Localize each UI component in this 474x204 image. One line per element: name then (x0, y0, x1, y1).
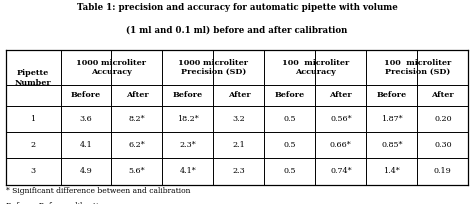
Text: 2.1: 2.1 (233, 141, 245, 149)
Text: 4.9: 4.9 (80, 167, 92, 175)
Text: 1: 1 (30, 115, 36, 123)
Text: 0.56*: 0.56* (330, 115, 352, 123)
Text: 1000 microliter
Accuracy: 1000 microliter Accuracy (76, 59, 146, 76)
Text: Before: Before (71, 91, 101, 99)
Text: 3: 3 (30, 167, 36, 175)
Text: 0.85*: 0.85* (381, 141, 402, 149)
Text: 100  microliter
Accuracy: 100 microliter Accuracy (282, 59, 349, 76)
Text: 0.5: 0.5 (283, 167, 296, 175)
Text: 0.19: 0.19 (434, 167, 452, 175)
Text: 1.4*: 1.4* (383, 167, 400, 175)
Text: Pipette
Number: Pipette Number (15, 69, 51, 86)
Text: 4.1*: 4.1* (180, 167, 196, 175)
Text: 0.5: 0.5 (283, 115, 296, 123)
Text: After: After (228, 91, 250, 99)
Text: Before - Before calibration: Before - Before calibration (6, 202, 108, 204)
Text: 0.66*: 0.66* (330, 141, 352, 149)
Text: 100  microliter
Precision (SD): 100 microliter Precision (SD) (384, 59, 451, 76)
Text: 0.30: 0.30 (434, 141, 452, 149)
Text: 2.3*: 2.3* (180, 141, 196, 149)
Text: 6.2*: 6.2* (128, 141, 146, 149)
Text: 18.2*: 18.2* (177, 115, 199, 123)
Text: After: After (431, 91, 454, 99)
Text: 3.2: 3.2 (233, 115, 245, 123)
Text: Before: Before (377, 91, 407, 99)
Text: 5.6*: 5.6* (128, 167, 145, 175)
Text: Before: Before (275, 91, 305, 99)
Text: 0.20: 0.20 (434, 115, 452, 123)
Text: After: After (329, 91, 352, 99)
Text: 1000 microliter
Precision (SD): 1000 microliter Precision (SD) (178, 59, 248, 76)
Text: 3.6: 3.6 (80, 115, 92, 123)
Text: 8.2*: 8.2* (128, 115, 145, 123)
Text: 0.5: 0.5 (283, 141, 296, 149)
Text: After: After (126, 91, 148, 99)
Text: 2: 2 (30, 141, 36, 149)
Text: 0.74*: 0.74* (330, 167, 352, 175)
Text: 4.1: 4.1 (80, 141, 92, 149)
Text: 2.3: 2.3 (233, 167, 245, 175)
Text: (1 ml and 0.1 ml) before and after calibration: (1 ml and 0.1 ml) before and after calib… (126, 26, 348, 34)
Text: * Significant difference between and calibration: * Significant difference between and cal… (6, 187, 190, 195)
Text: Table 1: precision and accuracy for automatic pipette with volume: Table 1: precision and accuracy for auto… (77, 3, 397, 12)
Text: 1.87*: 1.87* (381, 115, 402, 123)
Text: Before: Before (173, 91, 203, 99)
